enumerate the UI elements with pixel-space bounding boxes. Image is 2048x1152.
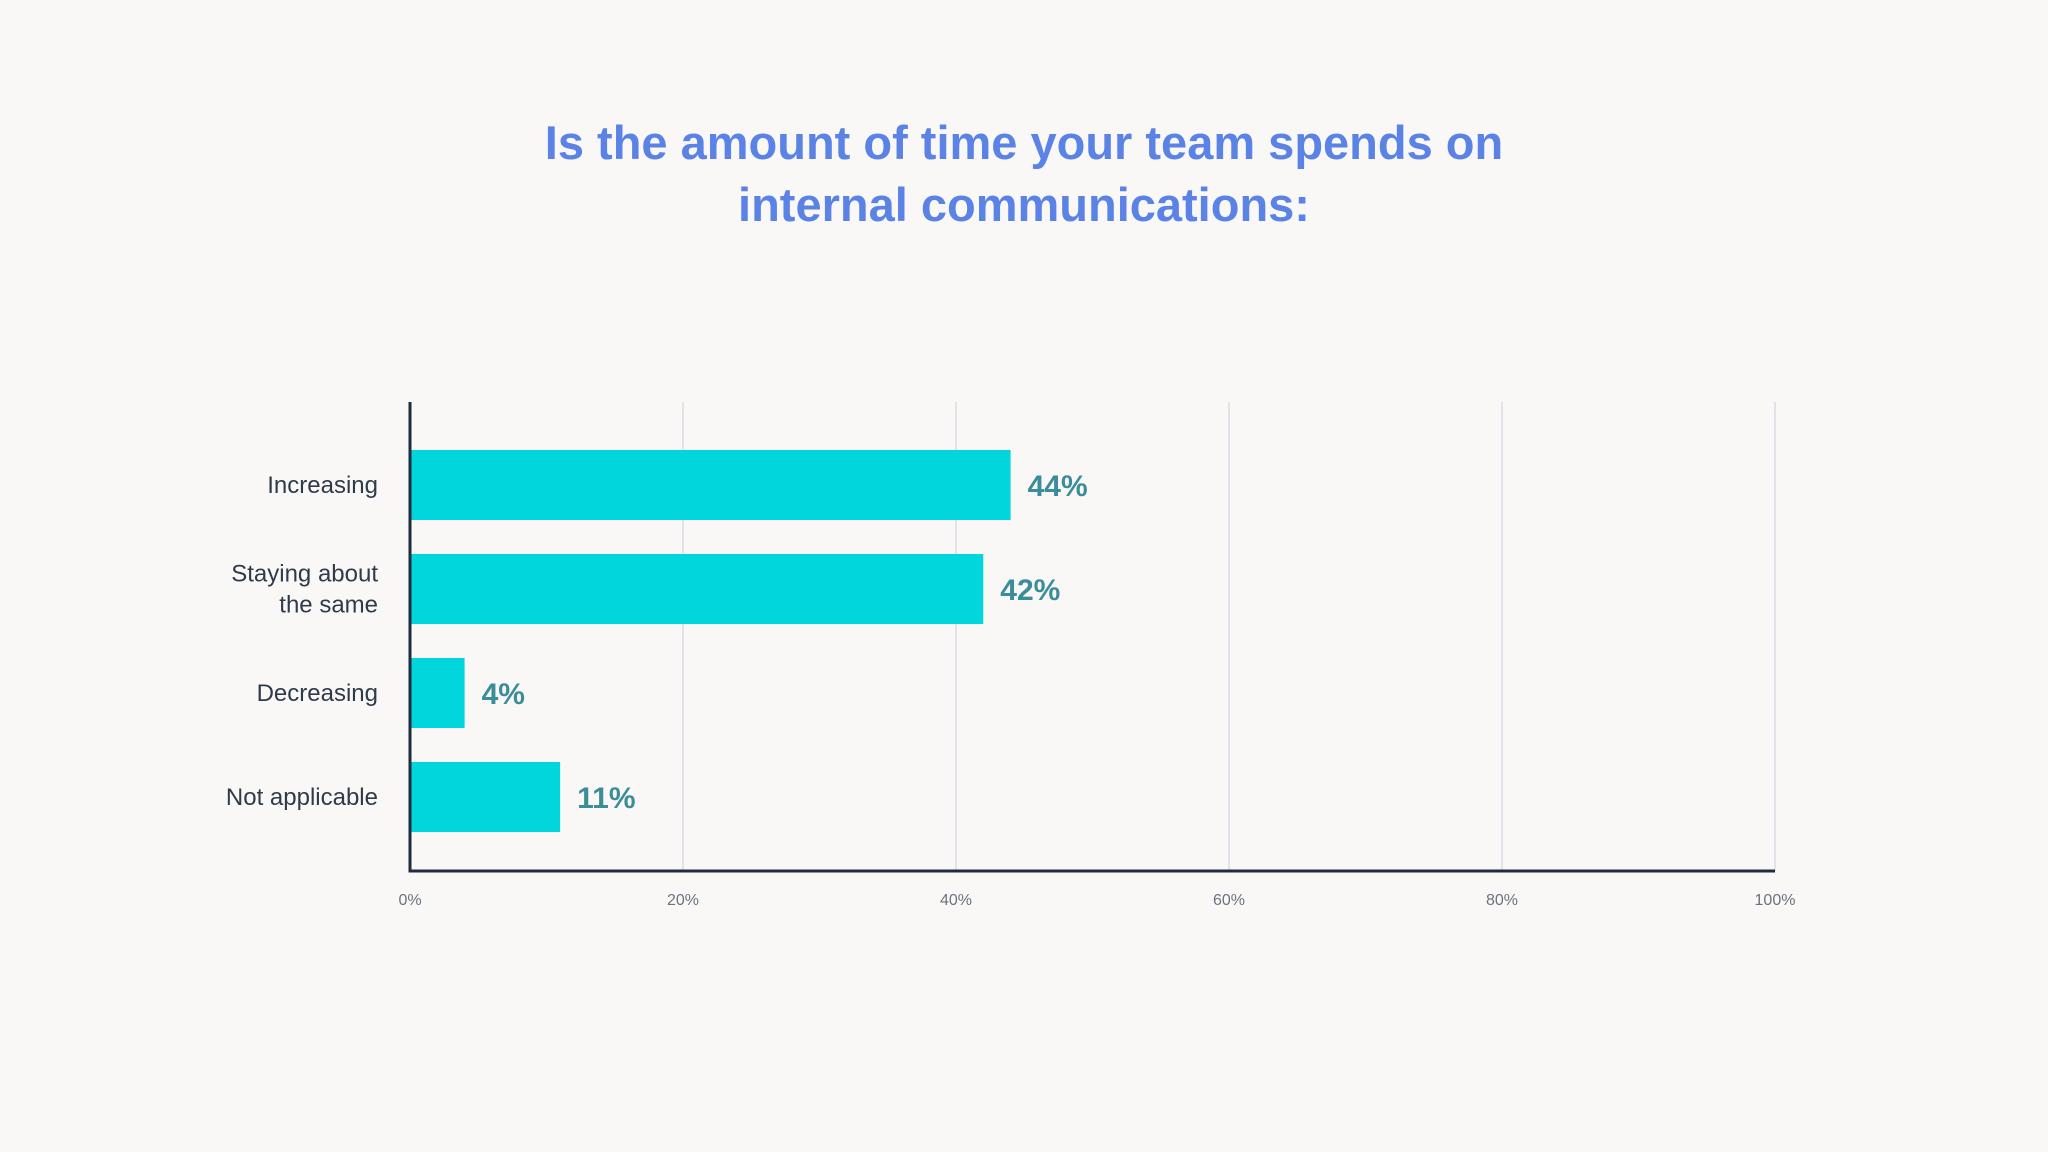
bar-value-label: 42%: [1000, 574, 1060, 607]
bar: [410, 762, 561, 832]
bar-value-label: 11%: [577, 782, 635, 815]
category-label: the same: [279, 592, 378, 619]
category-label: Decreasing: [257, 680, 378, 707]
x-tick-label: 100%: [1755, 892, 1796, 909]
chart-title-line-2: internal communications:: [738, 178, 1310, 231]
bar: [410, 450, 1011, 520]
x-tick-label: 80%: [1486, 892, 1518, 909]
bar: [410, 658, 465, 728]
category-label: Staying about: [231, 561, 378, 588]
category-label: Not applicable: [226, 784, 378, 811]
x-tick-label: 0%: [398, 892, 421, 909]
bar-value-label: 44%: [1028, 470, 1088, 503]
category-label: Increasing: [267, 472, 378, 499]
x-tick-label: 20%: [667, 892, 699, 909]
chart-title: Is the amount of time your team spends o…: [0, 112, 2048, 236]
bar: [410, 554, 984, 624]
axes: [408, 402, 1775, 873]
bar-value-label: 4%: [482, 678, 525, 711]
x-tick-label: 60%: [1213, 892, 1245, 909]
chart-title-line-1: Is the amount of time your team spends o…: [544, 116, 1504, 169]
x-tick-label: 40%: [940, 892, 972, 909]
labels: 0% 20% 40% 60% 80% 100% 44% Increasing 42% Stayin…: [226, 470, 1796, 909]
bars: [410, 450, 1011, 832]
